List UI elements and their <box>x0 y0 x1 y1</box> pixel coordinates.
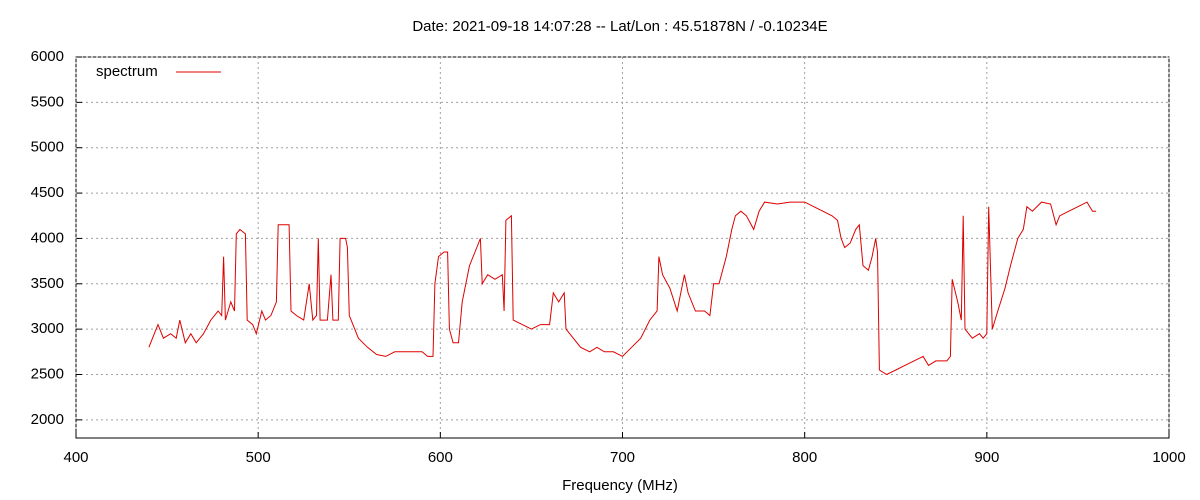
series-line <box>148 201 1097 376</box>
x-tick-label: 800 <box>792 449 817 466</box>
x-tick-label: 400 <box>63 449 88 466</box>
y-tick-label: 3500 <box>31 275 64 292</box>
x-tick-label: 1000 <box>1152 449 1185 466</box>
y-tick-label: 5500 <box>31 93 64 110</box>
y-tick-label: 5000 <box>31 139 64 156</box>
y-tick-label: 6000 <box>31 48 64 65</box>
y-tick-label: 3000 <box>31 320 64 337</box>
chart-title: Date: 2021-09-18 14:07:28 -- Lat/Lon : 4… <box>412 18 827 35</box>
x-axis-label: Frequency (MHz) <box>562 477 678 494</box>
x-tick-label: 600 <box>428 449 453 466</box>
legend-label: spectrum <box>96 63 158 80</box>
x-tick-label: 700 <box>610 449 635 466</box>
y-tick-label: 2000 <box>31 411 64 428</box>
x-tick-label: 900 <box>974 449 999 466</box>
x-tick-label: 500 <box>246 449 271 466</box>
y-tick-label: 4000 <box>31 229 64 246</box>
y-tick-label: 4500 <box>31 184 64 201</box>
y-tick-label: 2500 <box>31 365 64 382</box>
